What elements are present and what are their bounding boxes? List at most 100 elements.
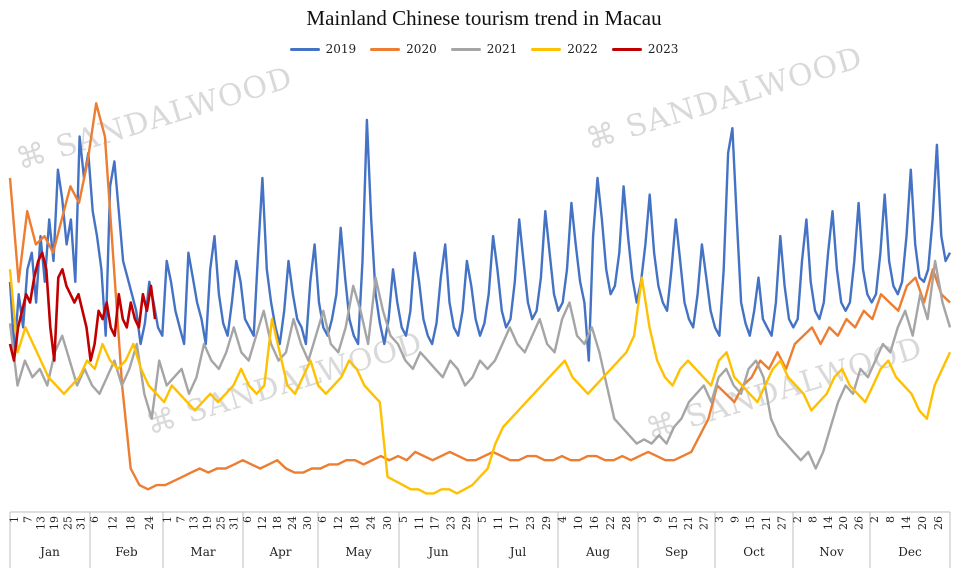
legend-swatch-2022 <box>531 47 562 51</box>
x-tick-label: 4 <box>556 516 569 523</box>
month-label-dec: Dec <box>898 545 922 559</box>
x-tick-label: 9 <box>729 516 742 523</box>
x-tick-label: 30 <box>381 516 394 530</box>
x-tick-label: 22 <box>604 516 617 530</box>
x-tick-label: 12 <box>106 516 119 530</box>
x-tick-label: 11 <box>492 516 505 530</box>
x-tick-label: 13 <box>35 516 48 530</box>
series-line-2020 <box>8 102 951 491</box>
x-tick-label: 3 <box>636 516 649 523</box>
month-label-jul: Jul <box>508 545 527 559</box>
month-label-apr: Apr <box>268 545 291 559</box>
x-tick-label: 6 <box>88 516 101 523</box>
month-label-oct: Oct <box>743 545 765 559</box>
x-tick-label: 10 <box>572 516 585 530</box>
legend-swatch-2020 <box>370 47 401 51</box>
x-tick-label: 17 <box>429 516 442 530</box>
x-tick-label: 25 <box>214 516 227 530</box>
x-tick-label: 23 <box>524 516 537 530</box>
x-tick-label: 15 <box>744 516 757 530</box>
x-tick-label: 19 <box>48 516 61 530</box>
x-tick-label: 1 <box>8 516 21 523</box>
x-tick-label: 15 <box>667 516 680 530</box>
legend-label-2022: 2022 <box>567 42 598 56</box>
series-line-2021 <box>8 259 952 470</box>
x-tick-label: 18 <box>271 516 284 530</box>
x-tick-label: 21 <box>760 516 773 530</box>
x-tick-label: 20 <box>837 516 850 530</box>
legend-label-2023: 2023 <box>647 42 679 56</box>
x-tick-label: 31 <box>228 516 241 530</box>
x-tick-label: 2 <box>868 516 881 523</box>
x-tick-label: 14 <box>822 516 835 530</box>
x-tick-label: 11 <box>413 516 426 530</box>
x-tick-label: 14 <box>900 516 913 530</box>
x-tick-label: 18 <box>348 516 361 530</box>
x-tick-label: 17 <box>508 516 521 530</box>
x-tick-label: 24 <box>143 516 156 530</box>
month-label-nov: Nov <box>819 545 844 559</box>
x-tick-label: 1 <box>161 516 174 523</box>
x-tick-label: 31 <box>75 516 88 530</box>
x-tick-label: 5 <box>476 516 489 523</box>
x-tick-label: 27 <box>775 516 788 530</box>
legend-label-2019: 2019 <box>325 42 357 56</box>
legend-swatch-2019 <box>289 47 320 51</box>
x-tick-label: 3 <box>713 516 726 523</box>
x-tick-label: 8 <box>884 516 897 523</box>
watermark-text: ⌘ SANDALWOOD <box>582 40 867 157</box>
month-label-jun: Jun <box>426 545 449 559</box>
x-tick-label: 12 <box>332 516 345 530</box>
watermark-text: ⌘ SANDALWOOD <box>12 60 297 177</box>
legend-label-2021: 2021 <box>486 42 518 56</box>
watermark-text: ⌘ SANDALWOOD <box>642 330 927 447</box>
legend-item-2020[interactable]: 2020 <box>370 42 437 56</box>
legend-swatch-2021 <box>450 47 481 51</box>
x-tick-label: 25 <box>61 516 74 530</box>
legend-item-2023[interactable]: 2023 <box>611 42 679 56</box>
x-tick-label: 23 <box>444 516 457 530</box>
x-tick-label: 9 <box>651 516 664 523</box>
x-tick-label: 29 <box>460 516 473 530</box>
chart-title: Mainland Chinese tourism trend in Macau <box>306 6 662 30</box>
x-tick-label: 29 <box>540 516 553 530</box>
legend-item-2022[interactable]: 2022 <box>531 42 598 56</box>
x-tick-label: 28 <box>620 516 633 530</box>
x-tick-label: 30 <box>301 516 314 530</box>
x-tick-label: 7 <box>21 516 34 523</box>
legend-swatch-2023 <box>611 47 642 51</box>
x-tick-label: 7 <box>174 516 187 523</box>
month-label-feb: Feb <box>115 545 138 559</box>
legend-item-2021[interactable]: 2021 <box>450 42 518 56</box>
x-tick-label: 13 <box>188 516 201 530</box>
series-line-2019 <box>8 118 952 362</box>
legend-item-2019[interactable]: 2019 <box>289 42 357 56</box>
legend: 2019 2020 2021 2022 2023 <box>0 42 968 56</box>
month-label-aug: Aug <box>585 545 610 559</box>
x-tick-label: 24 <box>286 516 299 530</box>
x-tick-label: 18 <box>125 516 138 530</box>
month-label-jan: Jan <box>38 545 60 559</box>
legend-label-2020: 2020 <box>406 42 437 56</box>
x-tick-label: 21 <box>682 516 695 530</box>
x-tick-label: 2 <box>791 516 804 523</box>
x-tick-label: 19 <box>201 516 214 530</box>
x-tick-label: 8 <box>806 516 819 523</box>
x-tick-label: 6 <box>316 516 329 523</box>
month-label-may: May <box>345 545 371 559</box>
month-label-sep: Sep <box>665 545 688 559</box>
x-tick-label: 16 <box>588 516 601 530</box>
month-label-mar: Mar <box>190 545 215 559</box>
x-tick-label: 26 <box>853 516 866 530</box>
series-layer <box>8 102 952 495</box>
x-tick-label: 26 <box>932 516 945 530</box>
x-tick-label: 24 <box>365 516 378 530</box>
x-tick-label: 20 <box>916 516 929 530</box>
series-line-2022 <box>8 269 952 495</box>
x-tick-label: 6 <box>241 516 254 523</box>
x-tick-label: 5 <box>397 516 410 523</box>
x-tick-label: 12 <box>256 516 269 530</box>
series-line-2023 <box>8 251 157 362</box>
